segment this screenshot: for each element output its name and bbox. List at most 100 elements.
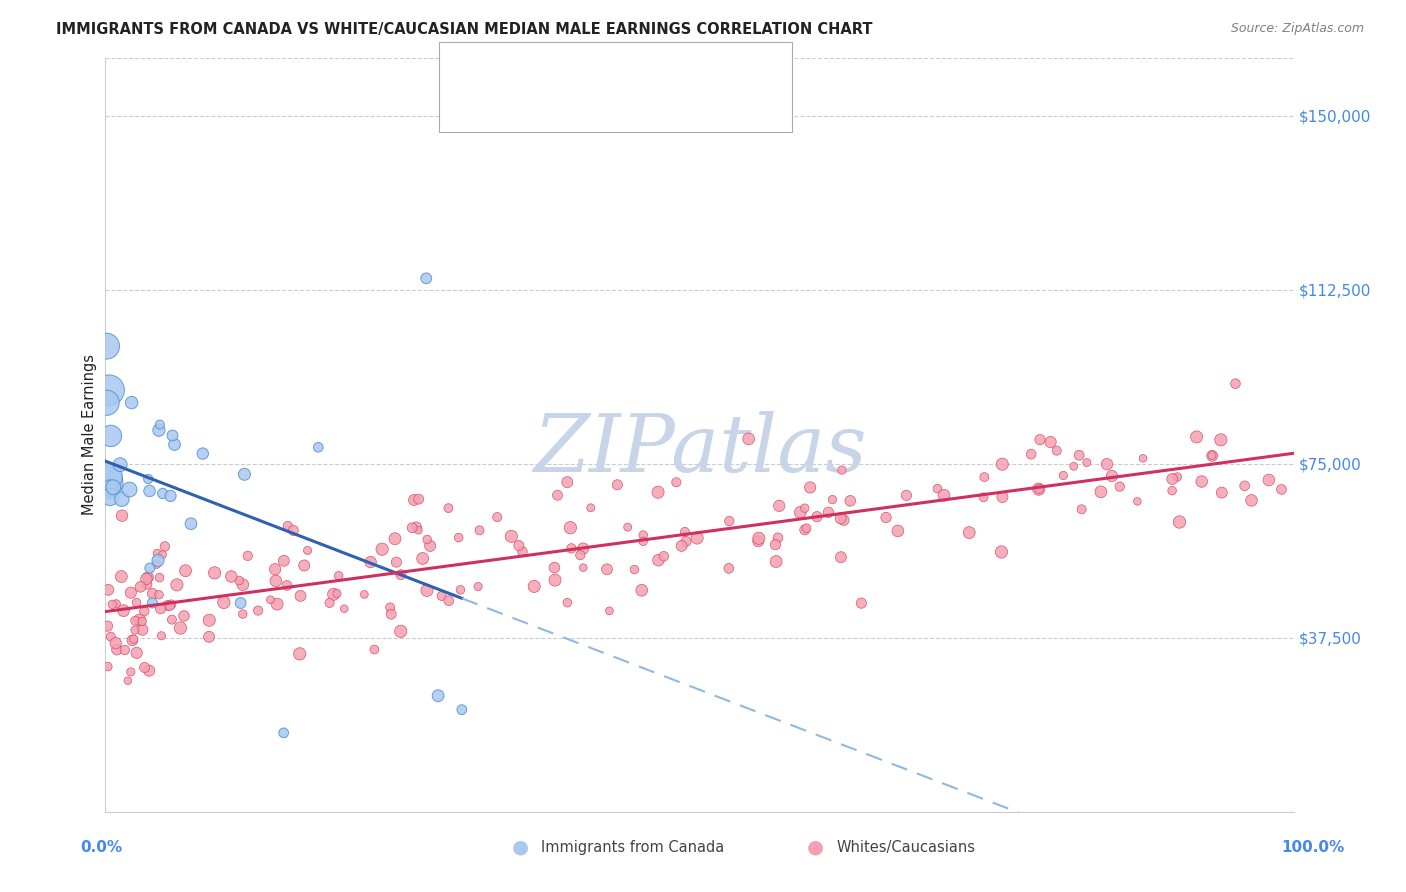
Point <box>247 603 270 617</box>
Point <box>259 592 281 607</box>
Point <box>1225 376 1247 391</box>
Point <box>380 607 402 622</box>
Point <box>139 561 162 575</box>
Point <box>1028 482 1050 496</box>
Point <box>468 524 491 538</box>
Point <box>103 480 125 494</box>
Point <box>415 271 437 285</box>
Point <box>671 539 693 553</box>
Point <box>821 492 844 507</box>
Point <box>598 604 620 618</box>
Point <box>232 607 254 621</box>
Point <box>232 577 254 591</box>
Point <box>120 665 142 679</box>
Point <box>118 483 141 497</box>
Point <box>543 560 565 574</box>
Text: 0.798: 0.798 <box>538 103 589 119</box>
Point <box>633 528 655 542</box>
Point <box>768 499 790 513</box>
Point <box>135 572 157 586</box>
Point <box>817 505 839 519</box>
Point <box>128 613 150 627</box>
Point <box>146 546 169 560</box>
Point <box>290 589 312 603</box>
Point <box>1039 434 1062 449</box>
Point <box>1108 480 1130 494</box>
Point <box>896 488 918 502</box>
Point <box>121 395 143 409</box>
Point <box>121 633 143 648</box>
Point <box>1046 443 1069 458</box>
Point <box>557 596 579 610</box>
Point <box>326 586 349 600</box>
Point <box>1209 433 1232 447</box>
Point <box>991 490 1014 504</box>
Point <box>138 483 160 498</box>
Point <box>148 423 170 437</box>
Point <box>1063 459 1085 474</box>
Text: R =: R = <box>496 103 531 119</box>
Point <box>1201 449 1223 463</box>
Point <box>665 475 688 490</box>
Point <box>450 582 472 597</box>
Point <box>228 574 250 588</box>
Point <box>806 509 828 524</box>
Point <box>163 437 186 451</box>
Point <box>98 490 121 504</box>
Point <box>149 417 172 432</box>
Point <box>198 613 221 627</box>
Point <box>766 531 789 545</box>
Point <box>450 703 472 717</box>
Point <box>973 491 995 505</box>
Point <box>318 596 340 610</box>
Point <box>1257 473 1279 487</box>
Point <box>389 624 412 639</box>
Text: Immigrants from Canada: Immigrants from Canada <box>541 840 724 855</box>
Point <box>292 558 315 573</box>
Point <box>98 481 121 495</box>
Point <box>124 623 146 637</box>
Point <box>156 599 179 613</box>
Point <box>686 531 709 545</box>
Point <box>957 525 980 540</box>
Text: Source: ZipAtlas.com: Source: ZipAtlas.com <box>1230 22 1364 36</box>
Point <box>1161 472 1184 486</box>
Point <box>1095 457 1118 471</box>
Point <box>1052 468 1074 483</box>
Point <box>264 574 287 588</box>
Point <box>1166 470 1188 484</box>
Point <box>204 566 226 580</box>
Point <box>131 623 153 637</box>
Point <box>142 587 165 601</box>
Point <box>363 642 385 657</box>
Point <box>1029 433 1052 447</box>
Point <box>229 596 252 610</box>
Text: IMMIGRANTS FROM CANADA VS WHITE/CAUCASIAN MEDIAN MALE EARNINGS CORRELATION CHART: IMMIGRANTS FROM CANADA VS WHITE/CAUCASIA… <box>56 22 873 37</box>
Point <box>623 562 645 576</box>
Point <box>1201 449 1223 463</box>
Point <box>328 569 350 583</box>
Point <box>419 539 441 553</box>
Point <box>1185 430 1208 444</box>
Point <box>276 578 298 592</box>
Text: N =: N = <box>602 103 638 119</box>
Point <box>1076 456 1098 470</box>
Point <box>283 524 305 538</box>
Point <box>1101 469 1123 483</box>
Point <box>547 488 569 502</box>
Point <box>385 555 408 569</box>
Point <box>173 609 195 624</box>
Point <box>616 520 638 534</box>
Point <box>401 521 423 535</box>
Point <box>437 593 460 607</box>
Point <box>138 664 160 678</box>
Point <box>416 583 439 598</box>
Point <box>560 521 582 535</box>
Y-axis label: Median Male Earnings: Median Male Earnings <box>82 354 97 516</box>
Point <box>264 562 287 576</box>
Point <box>145 557 167 571</box>
Point <box>555 475 578 490</box>
Point <box>765 555 787 569</box>
Point <box>412 551 434 566</box>
Point <box>160 613 183 627</box>
